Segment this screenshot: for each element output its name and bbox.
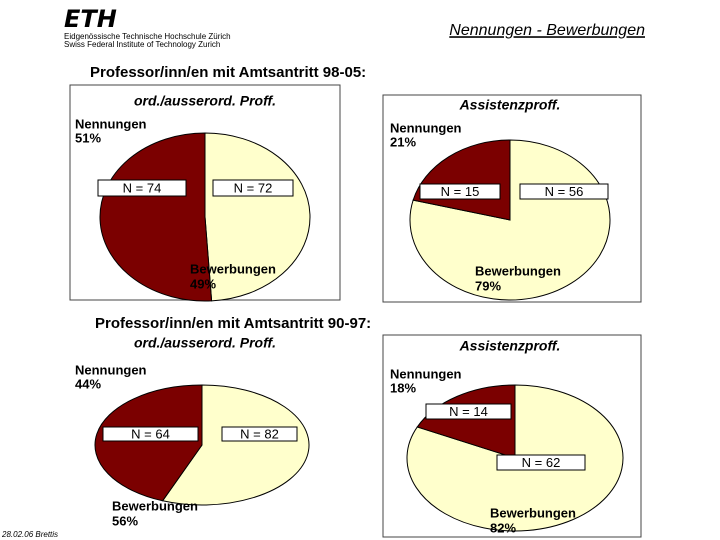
- pie-slice: [161, 384, 310, 506]
- count-label: N = 72: [234, 180, 273, 195]
- slice-label: Bewerbungen: [190, 261, 276, 276]
- count-box: [419, 183, 501, 200]
- slide-title: Nennungen - Bewerbungen: [449, 22, 645, 39]
- slice-value-label: 79%: [475, 278, 501, 293]
- slice-value-label: 51%: [75, 130, 101, 145]
- slice-value-label: 82%: [490, 520, 516, 535]
- pie-slice: [94, 384, 203, 502]
- chart-title: Assistenzproff.: [459, 338, 561, 354]
- count-label: N = 74: [123, 180, 162, 195]
- count-box: [102, 426, 199, 442]
- chart-frame: [382, 334, 642, 538]
- pie-slice: [416, 384, 516, 459]
- slice-label: Bewerbungen: [490, 505, 576, 520]
- footer: 28.02.06 Brettis: [1, 530, 58, 539]
- logo-line: Swiss Federal Institute of Technology Zu…: [64, 40, 220, 49]
- slice-value-label: 21%: [390, 134, 416, 149]
- logo-line: Eidgenössische Technische Hochschule Zür…: [64, 32, 231, 41]
- slice-label: Nennungen: [390, 120, 462, 135]
- count-box: [425, 403, 512, 420]
- logo: ETH: [64, 5, 117, 33]
- count-box: [97, 179, 187, 197]
- chart-title: ord./ausserord. Proff.: [134, 93, 276, 109]
- pie-slice: [412, 139, 511, 221]
- slice-label: Nennungen: [75, 116, 147, 131]
- count-box: [519, 183, 609, 200]
- count-label: N = 82: [240, 426, 279, 441]
- count-box: [212, 179, 294, 197]
- count-label: N = 62: [522, 455, 561, 470]
- slice-value-label: 56%: [112, 513, 138, 528]
- slice-label: Nennungen: [75, 362, 147, 377]
- pie-slice: [204, 132, 311, 302]
- section-title: Professor/inn/en mit Amtsantritt 90-97:: [95, 315, 371, 332]
- chart-frame: [382, 94, 642, 303]
- count-label: N = 56: [545, 184, 584, 199]
- pie-slice: [99, 132, 213, 302]
- count-label: N = 64: [131, 426, 170, 441]
- section-title: Professor/inn/en mit Amtsantritt 98-05:: [90, 64, 366, 81]
- chart-title: Assistenzproff.: [459, 97, 561, 113]
- slice-value-label: 44%: [75, 376, 101, 391]
- count-label: N = 15: [441, 184, 480, 199]
- slice-label: Bewerbungen: [475, 263, 561, 278]
- slice-label: Bewerbungen: [112, 498, 198, 513]
- count-box: [221, 426, 298, 442]
- count-label: N = 14: [449, 404, 488, 419]
- chart-title: ord./ausserord. Proff.: [134, 335, 276, 351]
- slice-value-label: 49%: [190, 276, 216, 291]
- slice-label: Nennungen: [390, 366, 462, 381]
- count-box: [496, 454, 586, 471]
- slice-value-label: 18%: [390, 380, 416, 395]
